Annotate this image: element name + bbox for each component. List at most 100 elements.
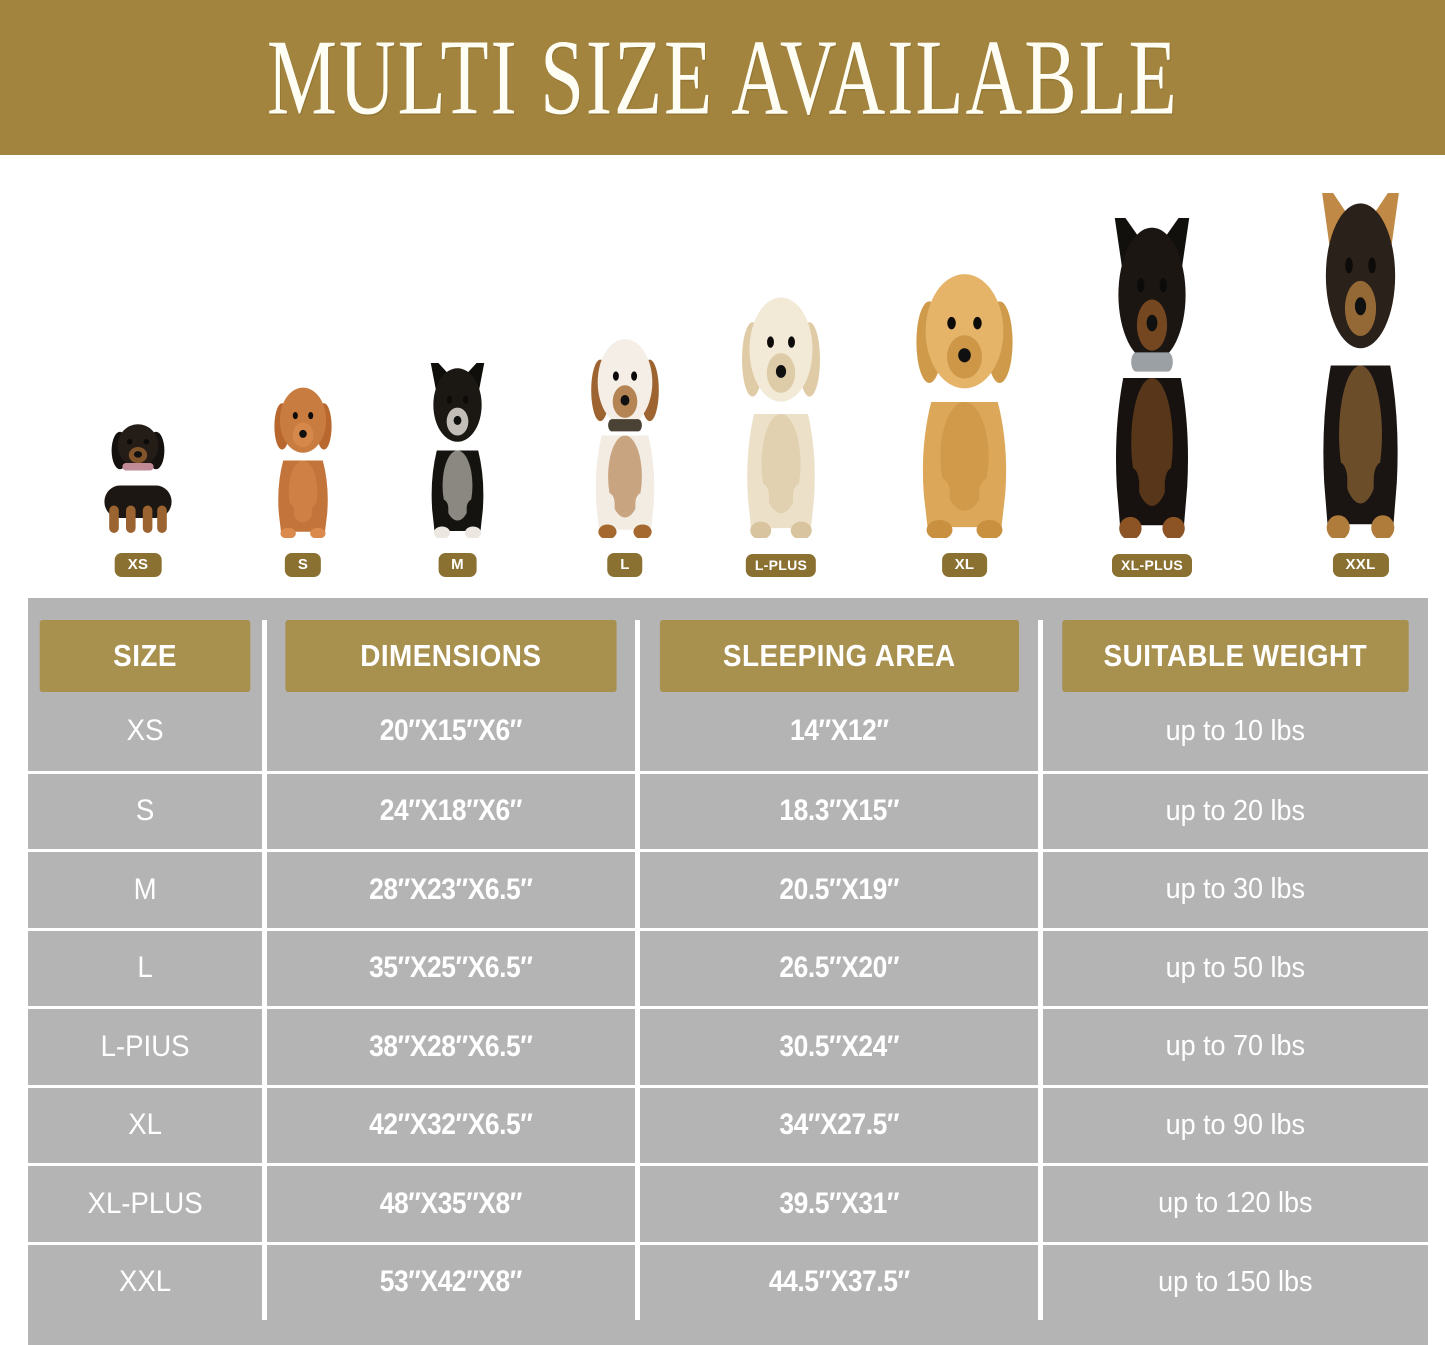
table-body: XS 20″X15″X6″ 14″X12″ up to 10 lbs S 24″X18″X… xyxy=(28,692,1428,1320)
column-header: SUITABLE WEIGHT xyxy=(1062,620,1409,692)
table-cell-dimensions: 53″X42″X8″ xyxy=(379,1265,523,1299)
column-divider xyxy=(262,1166,268,1242)
table-row: XXL 53″X42″X8″ 44.5″X37.5″ up to 150 lbs xyxy=(28,1241,1428,1320)
table-cell-sleeping-area: 39.5″X31″ xyxy=(779,1186,899,1220)
doberman-icon xyxy=(1114,218,1190,538)
size-badge: L-PLUS xyxy=(745,554,817,577)
column-header: DIMENSIONS xyxy=(285,620,617,692)
table-cell-sleeping-area: 20.5″X19″ xyxy=(779,872,899,906)
size-badge: S xyxy=(284,553,322,577)
column-divider xyxy=(1038,852,1044,928)
table-cell-size: L-PIUS xyxy=(100,1029,190,1063)
table-cell-suitable-weight: up to 10 lbs xyxy=(1165,714,1306,747)
dog-size-slot xyxy=(400,363,515,538)
column-divider xyxy=(634,773,640,849)
table-cell-size: XS xyxy=(126,714,164,748)
column-divider xyxy=(1038,692,1044,771)
column-divider xyxy=(634,1009,640,1085)
column-divider xyxy=(1038,930,1044,1006)
table-row: L-PIUS 38″X28″X6.5″ 30.5″X24″ up to 70 lbs xyxy=(28,1006,1428,1085)
dog-size-lineup: XS S xyxy=(0,160,1445,585)
table-cell-dimensions: 35″X25″X6.5″ xyxy=(369,951,533,985)
table-row: S 24″X18″X6″ 18.3″X15″ up to 20 lbs xyxy=(28,770,1428,849)
size-chart-table: SIZE DIMENSIONS SLEEPING AREA SUITABLE WEIG… xyxy=(28,598,1428,1345)
table-cell-sleeping-area: 26.5″X20″ xyxy=(779,951,899,985)
dog-size-slot xyxy=(248,383,358,538)
header-divider xyxy=(1038,620,1044,692)
golden-retriever-xl-icon xyxy=(916,274,1013,538)
table-cell-sleeping-area: 44.5″X37.5″ xyxy=(768,1265,910,1299)
column-divider xyxy=(634,692,640,771)
column-divider xyxy=(634,1087,640,1163)
beagle-icon xyxy=(591,339,659,538)
dog-size-slot xyxy=(78,413,198,538)
table-row: XS 20″X15″X6″ 14″X12″ up to 10 lbs xyxy=(28,692,1428,771)
german-shepherd-icon xyxy=(1322,193,1399,538)
column-divider xyxy=(634,1166,640,1242)
table-cell-sleeping-area: 30.5″X24″ xyxy=(779,1029,899,1063)
table-header-row: SIZE DIMENSIONS SLEEPING AREA SUITABLE WEIG… xyxy=(28,620,1428,692)
table-cell-suitable-weight: up to 120 lbs xyxy=(1158,1187,1313,1220)
table-cell-size: L xyxy=(137,951,153,985)
table-row: L 35″X25″X6.5″ 26.5″X20″ up to 50 lbs xyxy=(28,927,1428,1006)
column-divider xyxy=(634,1244,640,1320)
table-cell-dimensions: 24″X18″X6″ xyxy=(379,794,523,828)
table-cell-suitable-weight: up to 150 lbs xyxy=(1158,1265,1313,1298)
golden-retriever-icon xyxy=(742,297,820,538)
column-divider xyxy=(262,852,268,928)
table-row: M 28″X23″X6.5″ 20.5″X19″ up to 30 lbs xyxy=(28,849,1428,928)
table-cell-size: XL xyxy=(128,1108,162,1142)
table-cell-size: XL-PLUS xyxy=(87,1186,203,1220)
table-cell-dimensions: 38″X28″X6.5″ xyxy=(369,1029,533,1063)
table-row: XL-PLUS 48″X35″X8″ 39.5″X31″ up to 120 lbs xyxy=(28,1163,1428,1242)
column-divider xyxy=(262,1087,268,1163)
dog-size-slot xyxy=(1278,193,1443,538)
size-badge: XXL xyxy=(1332,553,1389,577)
header-divider xyxy=(634,620,640,692)
column-divider xyxy=(262,773,268,849)
header-divider xyxy=(262,620,268,692)
french-bulldog-icon xyxy=(430,363,485,538)
table-cell-suitable-weight: up to 90 lbs xyxy=(1165,1108,1306,1141)
column-divider xyxy=(634,930,640,1006)
size-badge: XL-PLUS xyxy=(1112,554,1192,577)
table-cell-sleeping-area: 34″X27.5″ xyxy=(779,1108,899,1142)
size-badge: XL xyxy=(941,553,988,577)
column-divider xyxy=(262,1009,268,1085)
dog-size-slot xyxy=(872,266,1057,538)
column-header: SLEEPING AREA xyxy=(659,620,1019,692)
table-cell-suitable-weight: up to 30 lbs xyxy=(1165,873,1306,906)
dog-size-slot xyxy=(560,333,690,538)
dog-size-slot xyxy=(1072,218,1232,538)
header-banner: MULTI SIZE AVAILABLE xyxy=(0,0,1445,155)
table-cell-sleeping-area: 14″X12″ xyxy=(789,714,889,748)
dog-size-slot xyxy=(706,290,856,538)
table-cell-size: S xyxy=(135,794,155,828)
table-row: XL 42″X32″X6.5″ 34″X27.5″ up to 90 lbs xyxy=(28,1084,1428,1163)
column-divider xyxy=(1038,1087,1044,1163)
poodle-icon xyxy=(274,387,332,538)
table-cell-dimensions: 42″X32″X6.5″ xyxy=(369,1108,533,1142)
table-cell-dimensions: 20″X15″X6″ xyxy=(379,714,523,748)
column-divider xyxy=(1038,1244,1044,1320)
column-divider xyxy=(1038,1009,1044,1085)
dachshund-icon xyxy=(104,424,172,533)
table-cell-suitable-weight: up to 70 lbs xyxy=(1165,1030,1306,1063)
column-divider xyxy=(262,930,268,1006)
column-divider xyxy=(1038,773,1044,849)
table-cell-size: M xyxy=(133,872,157,906)
size-badge: XS xyxy=(114,553,162,577)
column-divider xyxy=(262,1244,268,1320)
table-cell-suitable-weight: up to 20 lbs xyxy=(1165,794,1306,827)
size-badge: L xyxy=(607,553,643,577)
table-cell-dimensions: 28″X23″X6.5″ xyxy=(369,872,533,906)
column-divider xyxy=(262,692,268,771)
page-title: MULTI SIZE AVAILABLE xyxy=(266,16,1179,137)
column-divider xyxy=(1038,1166,1044,1242)
table-cell-sleeping-area: 18.3″X15″ xyxy=(779,794,899,828)
table-cell-size: XXL xyxy=(118,1265,172,1299)
column-divider xyxy=(634,852,640,928)
column-header: SIZE xyxy=(39,620,251,692)
table-cell-suitable-weight: up to 50 lbs xyxy=(1165,951,1306,984)
table-cell-dimensions: 48″X35″X8″ xyxy=(379,1186,523,1220)
